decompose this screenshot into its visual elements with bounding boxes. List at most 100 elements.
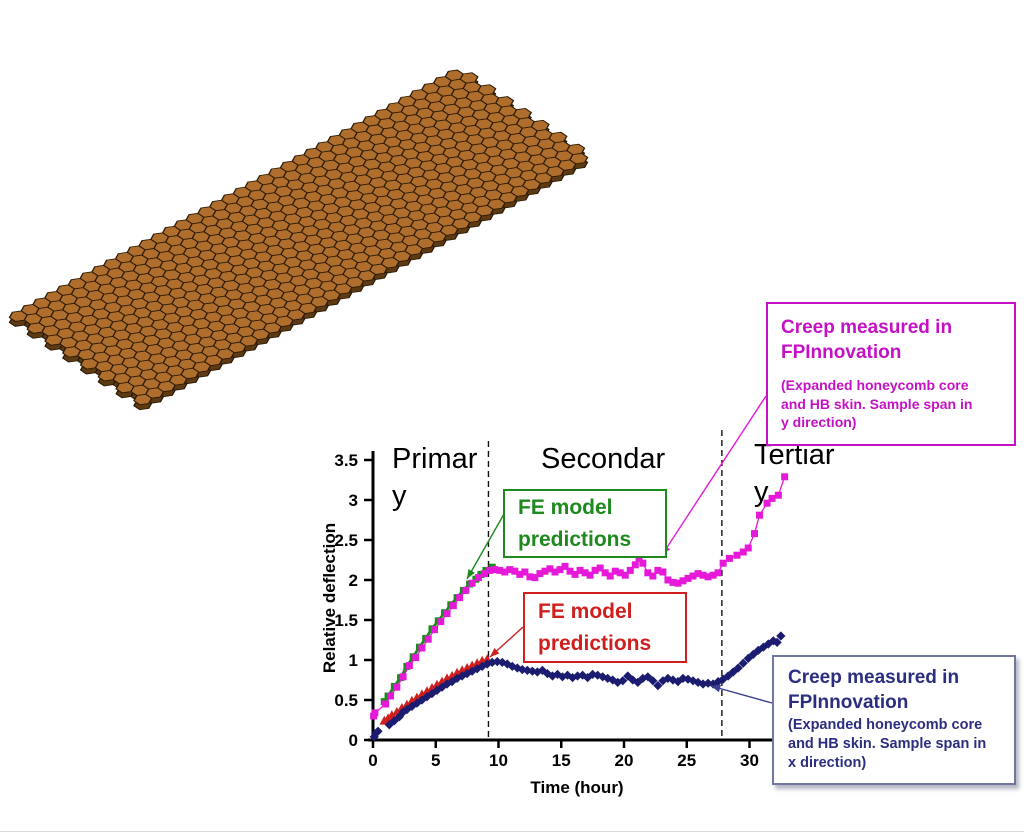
data-point-square — [405, 662, 413, 670]
phase-label-line: Primar — [392, 443, 478, 475]
creep-x-callout-box: Creep measured in FPInnovation (Expanded… — [772, 655, 1016, 785]
callout-title-line: FPInnovation — [781, 341, 902, 363]
callout-subtitle-line: and HB skin. Sample span in — [781, 395, 973, 412]
data-point-square — [635, 554, 643, 562]
data-point-square — [393, 683, 401, 691]
x-tick-label: 20 — [615, 751, 634, 770]
data-point-square — [704, 573, 712, 581]
data-point-diamond — [772, 637, 782, 647]
data-point-square — [621, 571, 629, 579]
data-point-square — [481, 570, 489, 578]
data-point-diamond — [537, 665, 548, 675]
x-tick-label: 5 — [431, 751, 440, 770]
data-point-diamond — [638, 673, 648, 683]
y-tick-label: 3 — [349, 491, 358, 510]
data-point-diamond — [743, 653, 753, 663]
data-point-square — [684, 574, 692, 582]
x-tick-label: 30 — [740, 751, 759, 770]
chart-axes: 0 0.5 1 1.5 2 2.5 3 3.5 0 5 10 15 20 25 30 — [334, 451, 779, 770]
honeycomb-top-layer — [8, 69, 589, 406]
y-tick-label: 3.5 — [334, 451, 358, 470]
series-creep-measured-x — [369, 631, 786, 742]
data-point-diamond — [477, 661, 487, 671]
data-point-square — [606, 572, 614, 580]
data-point-diamond — [487, 657, 497, 667]
fe-model-y-callout-box: FE model predictions — [503, 489, 667, 558]
data-point-square — [719, 559, 727, 567]
data-point-triangle — [379, 715, 390, 725]
data-point-square — [424, 635, 432, 643]
data-point-square — [571, 570, 579, 578]
navy-callout-arrow-line — [710, 685, 773, 704]
data-point-square — [581, 569, 589, 577]
phase-label-line: y — [754, 475, 769, 508]
data-point-square — [596, 564, 604, 572]
data-point-square — [763, 499, 771, 507]
callout-title-line: FPInnovation — [788, 691, 909, 713]
data-point-square — [418, 644, 426, 652]
phase-label-tertiary: Tertiar y — [754, 437, 835, 511]
data-point-diamond — [618, 676, 628, 686]
data-point-square — [412, 654, 420, 662]
data-point-diamond — [776, 631, 786, 641]
green-callout-arrow-line — [466, 513, 505, 580]
data-point-square — [526, 573, 534, 581]
data-point-square — [739, 548, 747, 556]
y-tick-label: 2.5 — [334, 531, 358, 550]
data-point-diamond — [753, 645, 763, 655]
callout-subtitle-line: (Expanded honeycomb core — [781, 377, 969, 394]
red-callout-arrow-head — [490, 648, 500, 657]
data-point-diamond — [693, 677, 703, 687]
data-point-square — [382, 700, 390, 708]
data-point-square — [399, 673, 407, 681]
data-point-diamond — [542, 669, 553, 679]
callout-subtitle-line: (Expanded honeycomb core — [788, 717, 983, 734]
data-point-square — [768, 494, 776, 502]
x-tick-label: 25 — [677, 751, 696, 770]
data-point-square — [694, 570, 702, 578]
y-tick-label: 1.5 — [334, 611, 358, 630]
data-point-square — [437, 618, 445, 626]
data-point-diamond — [472, 664, 482, 674]
callout-text-line: predictions — [518, 527, 632, 551]
data-point-diamond — [389, 716, 399, 726]
y-tick-label: 1 — [349, 651, 358, 670]
data-point-square — [468, 579, 476, 587]
data-point-square — [586, 571, 594, 579]
x-tick-label: 0 — [368, 751, 377, 770]
red-callout-arrow — [489, 626, 524, 658]
data-point-diamond — [482, 659, 492, 669]
data-point-square — [756, 511, 764, 519]
data-point-diamond — [733, 663, 743, 673]
data-point-square — [709, 571, 717, 579]
data-point-square — [551, 568, 559, 576]
data-point-square — [474, 574, 482, 582]
honeycomb-panel-image — [8, 69, 589, 411]
magenta-callout-arrow — [661, 395, 767, 556]
data-point-square — [649, 572, 657, 580]
data-point-square — [714, 569, 722, 577]
x-tick-label: 15 — [552, 751, 571, 770]
data-point-square — [616, 569, 624, 577]
data-point-square — [751, 530, 759, 538]
data-point-diamond — [452, 673, 462, 683]
data-point-square — [659, 568, 667, 576]
data-point-diamond — [688, 676, 698, 686]
data-point-diamond — [517, 665, 527, 675]
data-point-square — [496, 566, 504, 574]
data-point-diamond — [653, 681, 663, 691]
data-point-diamond — [492, 657, 502, 667]
data-point-square — [462, 586, 470, 594]
callout-subtitle-line: y direction) — [781, 413, 857, 430]
data-point-diamond — [758, 642, 768, 652]
data-point-square — [626, 566, 634, 574]
data-point-square — [781, 473, 789, 481]
y-axis-title: Relative deflection — [320, 522, 339, 674]
data-point-square — [541, 567, 549, 575]
data-point-diamond — [422, 692, 432, 702]
callout-subtitle: (Expanded honeycomb core and HB skin. Sa… — [788, 716, 1008, 773]
data-point-square — [654, 566, 662, 574]
callout-title-line: Creep measured in — [788, 667, 960, 688]
data-point-square — [669, 578, 677, 586]
